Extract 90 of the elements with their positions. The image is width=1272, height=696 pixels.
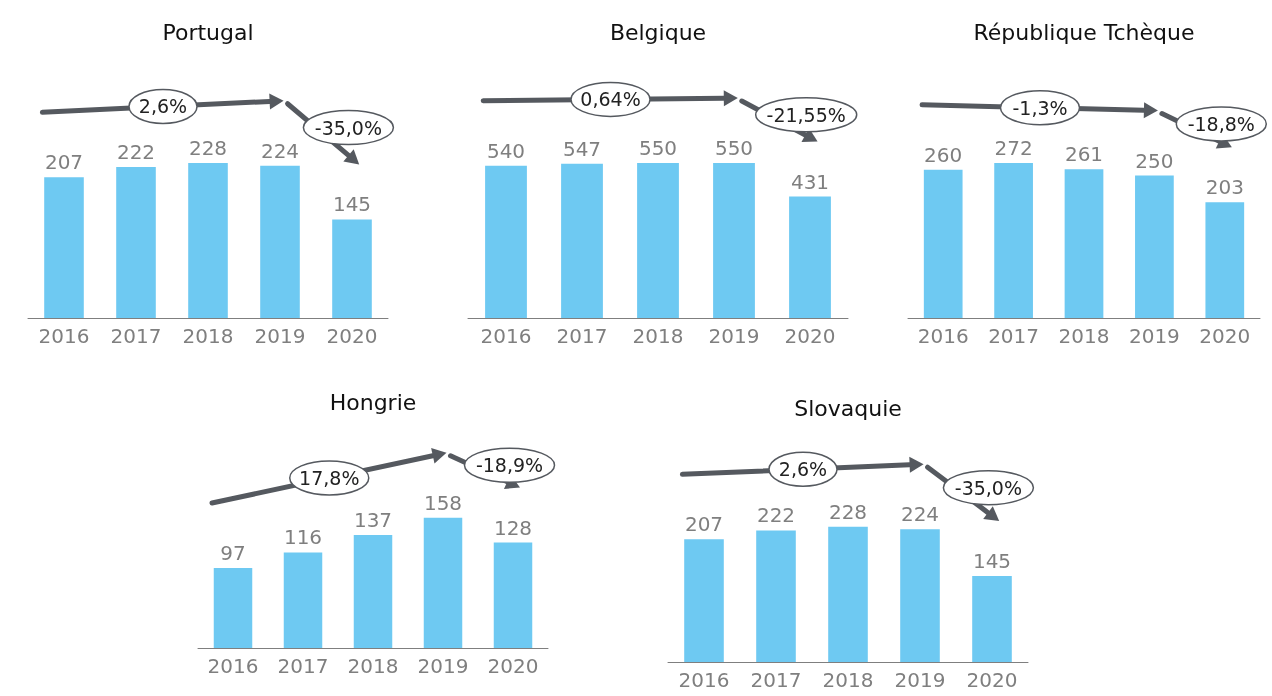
x-tick-label: 2018 (1058, 324, 1110, 348)
data-label: 228 (188, 136, 228, 160)
data-label: 207 (684, 512, 724, 537)
x-tick-label: 2017 (750, 668, 802, 692)
x-tick-label: 2016 (480, 324, 532, 348)
data-label: 431 (790, 169, 830, 194)
chart-title: Slovaquie (794, 395, 902, 421)
text: 2,6% (778, 458, 828, 481)
x-tick-label: 2019 (417, 654, 469, 678)
x-tick-label: 2020 (326, 324, 378, 348)
x-tick-label: 2017 (988, 324, 1040, 348)
data-label: 261 (1064, 142, 1104, 167)
text: 17,8% (299, 466, 360, 489)
data-label: 128 (493, 515, 533, 540)
bar (789, 196, 831, 318)
bar (1135, 175, 1174, 318)
bar (923, 169, 963, 318)
text: -35,0% (314, 116, 383, 139)
bar (485, 165, 527, 318)
data-label: 550 (638, 136, 678, 160)
text: -35,0% (954, 476, 1023, 499)
chart-title: Hongrie (329, 389, 417, 415)
x-tick-label: 2019 (894, 668, 946, 692)
chart-title: Portugal (162, 19, 254, 45)
x-tick-label: 2017 (277, 654, 329, 678)
chart-title: Belgique (609, 19, 707, 45)
chart-title: République Tchèque (973, 19, 1195, 45)
bar (756, 530, 796, 662)
bar (188, 163, 228, 318)
x-tick-label: 2019 (1128, 324, 1180, 348)
text: -21,55% (766, 103, 846, 126)
bar (116, 167, 156, 318)
bar (561, 163, 603, 318)
data-label: 145 (332, 192, 372, 217)
bar (353, 535, 393, 648)
bar (1205, 202, 1245, 318)
data-label: 228 (828, 499, 868, 524)
data-label: 547 (562, 136, 602, 161)
bar (684, 539, 724, 662)
bar (828, 526, 868, 662)
bar (713, 163, 755, 318)
x-tick-label: 2019 (254, 324, 306, 348)
x-tick-label: 2018 (822, 668, 874, 692)
x-tick-label: 2016 (917, 324, 969, 348)
bar (423, 517, 463, 648)
x-tick-label: 2020 (784, 324, 836, 348)
x-tick-label: 2016 (207, 654, 259, 678)
x-tick-label: 2016 (38, 324, 90, 348)
data-label: 158 (423, 490, 463, 515)
x-tick-label: 2017 (110, 324, 162, 348)
x-tick-label: 2018 (632, 324, 684, 348)
text: -1,3% (1012, 96, 1068, 119)
x-tick-label: 2020 (966, 668, 1018, 692)
text: -18,9% (475, 454, 544, 477)
text: -18,8% (1187, 112, 1255, 135)
x-tick-label: 2020 (1199, 324, 1251, 348)
data-label: 116 (283, 525, 323, 550)
data-label: 222 (116, 140, 156, 165)
bar (213, 568, 253, 648)
data-label: 145 (972, 549, 1012, 574)
data-label: 550 (714, 136, 754, 160)
data-label: 260 (924, 142, 963, 167)
bar (493, 542, 533, 648)
bar (972, 576, 1012, 662)
data-label: 222 (756, 503, 796, 528)
bar (260, 165, 300, 318)
bar (900, 529, 940, 662)
x-tick-label: 2017 (556, 324, 608, 348)
bar (44, 177, 84, 318)
data-label: 203 (1205, 175, 1244, 200)
data-label: 250 (1135, 148, 1174, 173)
data-label: 97 (220, 541, 246, 566)
text: 0,64% (580, 88, 641, 111)
data-label: 540 (486, 138, 526, 163)
data-label: 224 (900, 502, 940, 527)
bar (332, 219, 372, 318)
data-label: 224 (260, 138, 300, 163)
x-tick-label: 2016 (678, 668, 730, 692)
bar (1064, 169, 1104, 318)
x-tick-label: 2018 (182, 324, 234, 348)
x-tick-label: 2019 (708, 324, 760, 348)
data-label: 137 (353, 508, 393, 533)
data-label: 207 (44, 150, 84, 175)
bar (994, 163, 1033, 318)
bar (283, 552, 323, 648)
bar (637, 163, 679, 318)
text: 2,6% (138, 95, 188, 118)
data-label: 272 (994, 136, 1033, 160)
x-tick-label: 2020 (487, 654, 539, 678)
x-tick-label: 2018 (347, 654, 399, 678)
